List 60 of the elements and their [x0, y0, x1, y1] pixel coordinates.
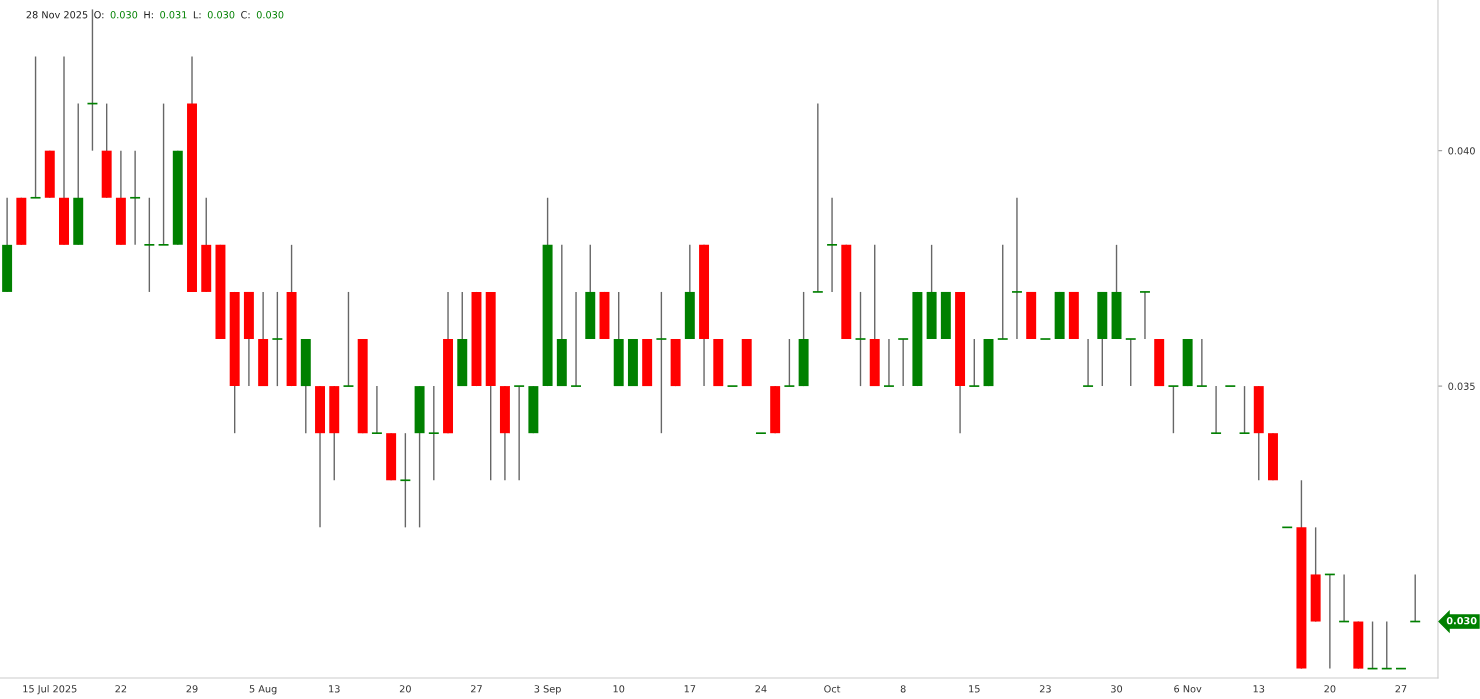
- candlestick: [1167, 385, 1180, 434]
- candlestick: [968, 338, 981, 387]
- annotation: 0.030: [207, 11, 235, 19]
- x-tick-label: 6 Nov: [1174, 685, 1202, 693]
- x-tick-label: 27: [1395, 685, 1407, 693]
- candlestick: [854, 291, 867, 387]
- x-tick-label: 10: [613, 685, 625, 693]
- candlestick: [783, 338, 796, 387]
- annotation: C:: [241, 11, 250, 19]
- x-tick-label: 24: [755, 685, 767, 693]
- candlestick: [1238, 385, 1251, 435]
- candlestick: [1011, 197, 1023, 340]
- candlestick: [655, 291, 668, 434]
- candlestick: [897, 338, 909, 387]
- x-tick-label: 30: [1111, 685, 1123, 693]
- candlestick: [371, 385, 383, 435]
- x-tick-label: 29: [186, 685, 198, 693]
- annotation: 28 Nov 2025: [26, 11, 88, 19]
- x-tick-label: 22: [115, 685, 127, 693]
- candlestick: [1196, 338, 1208, 387]
- candlestick: [513, 385, 525, 481]
- candlestick: [883, 338, 895, 387]
- annotation: L:: [193, 11, 201, 19]
- candlestick: [996, 244, 1009, 340]
- x-tick-label: Oct: [824, 685, 841, 693]
- annotation: 0.030: [256, 11, 284, 19]
- x-tick-label: 5 Aug: [249, 685, 277, 695]
- x-tick-label: 8: [900, 685, 906, 693]
- candlestick: [143, 197, 156, 293]
- candlestick: [427, 385, 440, 481]
- candlestick: [1139, 291, 1151, 340]
- x-tick-label: 15 Jul 2025: [23, 684, 77, 695]
- x-tick-label: 20: [399, 685, 411, 693]
- x-tick-label: 13: [1253, 685, 1265, 693]
- candlestick: [342, 291, 355, 387]
- x-tick-label: 15: [969, 685, 980, 693]
- annotation: O:: [94, 11, 104, 19]
- candlestick: [570, 291, 582, 387]
- annotation: 0.030: [110, 11, 138, 19]
- x-tick-label: 27: [471, 685, 482, 693]
- x-tick-label: 3 Sep: [534, 685, 561, 695]
- text: 0.030: [1446, 616, 1477, 625]
- candlestick: [1210, 385, 1222, 435]
- y-tick-label: 0.040: [1448, 147, 1475, 155]
- x-tick-label: 23: [1039, 685, 1051, 693]
- candlestick: [29, 55, 42, 199]
- candlestick: [129, 149, 141, 246]
- annotation: H:: [144, 11, 153, 19]
- x-tick-label: 13: [329, 685, 340, 693]
- candlestick: [157, 102, 170, 246]
- candlestick: [399, 432, 412, 529]
- candlestick: [1082, 338, 1094, 387]
- y-tick-label: 0.035: [1448, 382, 1475, 390]
- candlestick: [826, 197, 838, 293]
- candlestick: [1124, 338, 1137, 387]
- candlestick: [812, 102, 824, 293]
- candlestick: [271, 291, 284, 387]
- x-tick-label: 17: [684, 685, 696, 693]
- annotation: 0.031: [160, 11, 187, 19]
- x-tick-label: 20: [1324, 685, 1336, 693]
